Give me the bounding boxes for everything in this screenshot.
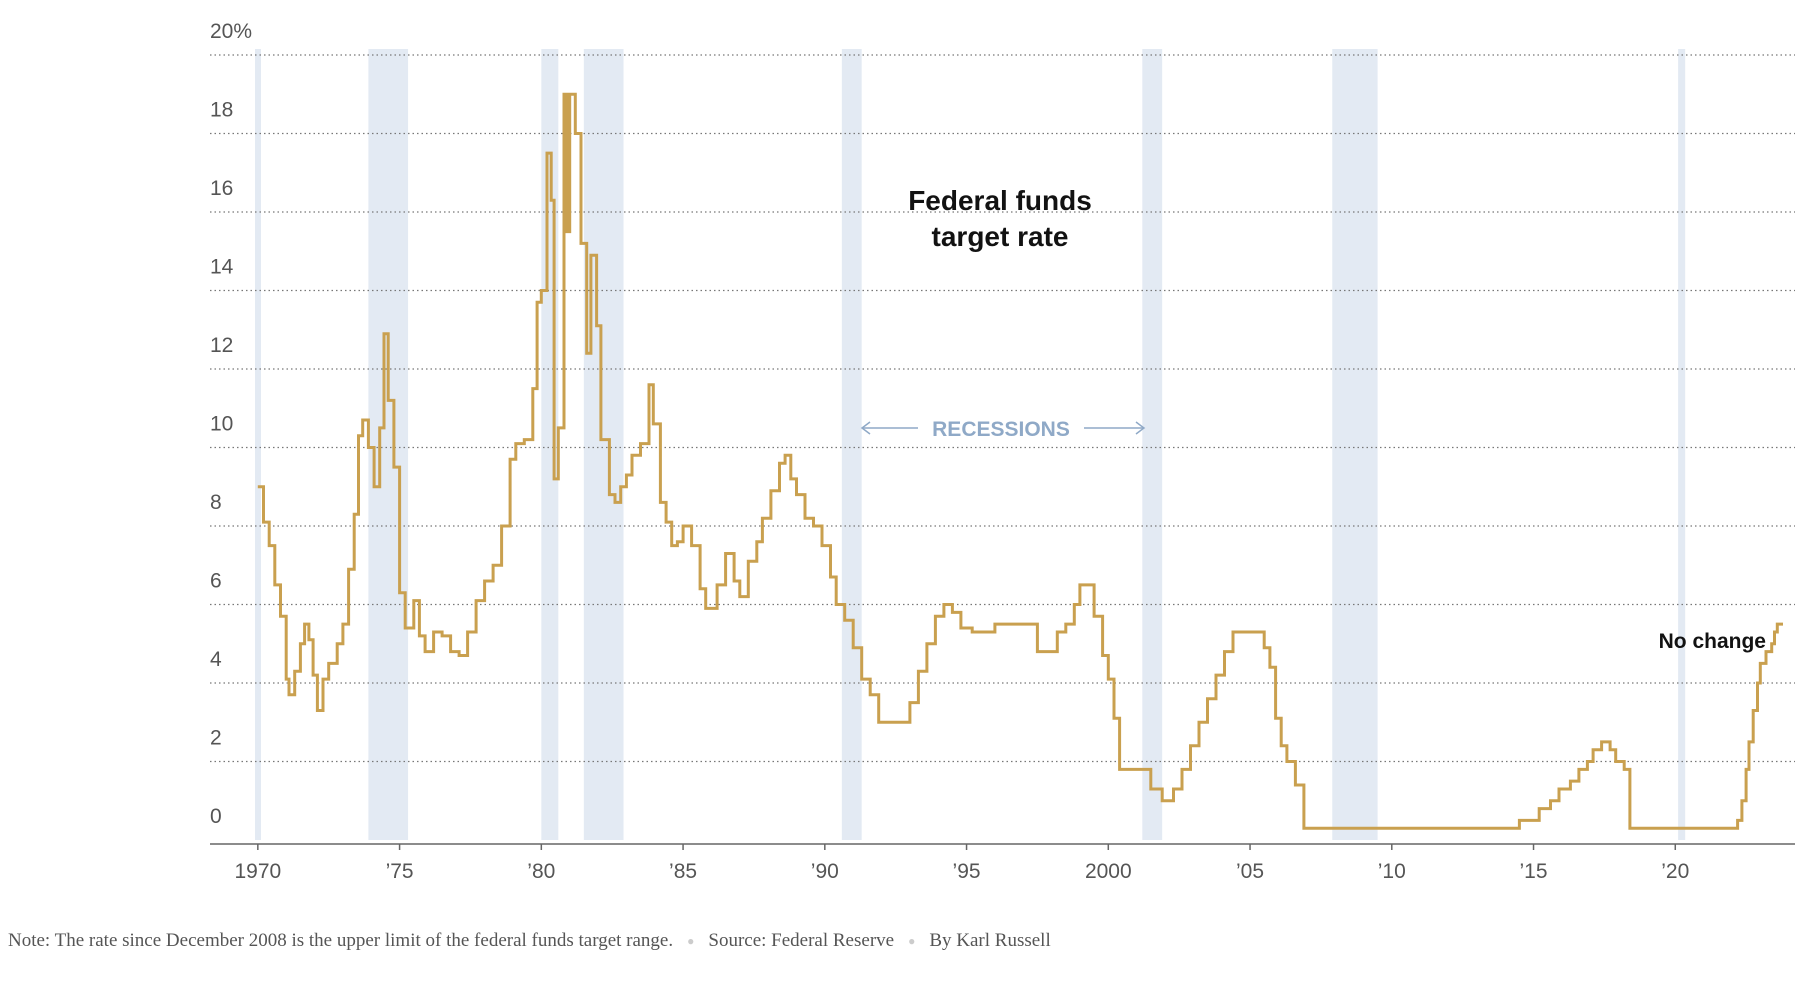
recessions-arrowhead-left (860, 421, 871, 435)
y-tick-label: 16 (210, 177, 233, 200)
recessions-annotation: RECESSIONS (860, 418, 1146, 441)
recession-band (1678, 49, 1686, 840)
y-tick-label: 10 (210, 413, 233, 436)
x-tick-label: ’10 (1378, 860, 1406, 883)
recession-band (583, 49, 624, 840)
y-tick-label: 20% (210, 20, 252, 43)
y-tick-label: 12 (210, 334, 233, 357)
series-line-federal-funds-rate (257, 92, 1783, 830)
recession-band (368, 49, 409, 840)
recession-band (255, 49, 261, 840)
chart-title-line-1: Federal funds (908, 185, 1092, 216)
recession-band (841, 49, 862, 840)
footer-note: Note: The rate since December 2008 is th… (8, 930, 674, 951)
x-tick-label: 1970 (234, 860, 281, 883)
recession-band (1142, 49, 1163, 840)
footer-separator-dot: ● (687, 934, 695, 949)
x-tick-label: ’05 (1236, 860, 1264, 883)
x-tick-label: ’75 (386, 860, 414, 883)
x-tick-label: ’15 (1520, 860, 1548, 883)
footer-source: Source: Federal Reserve (708, 930, 895, 951)
x-tick-label: ’90 (811, 860, 839, 883)
chart-footer: Note: The rate since December 2008 is th… (8, 930, 1051, 952)
x-tick-label: ’95 (953, 860, 981, 883)
x-tick-label: ’20 (1661, 860, 1689, 883)
x-tick-label: 2000 (1085, 860, 1132, 883)
gridlines (210, 54, 1795, 763)
x-tick-label: ’80 (527, 860, 555, 883)
x-tick-label: ’85 (669, 860, 697, 883)
y-tick-label: 14 (210, 256, 234, 279)
y-tick-label: 6 (210, 570, 222, 593)
chart-title-line-2: target rate (932, 221, 1069, 252)
footer-separator-dot: ● (908, 934, 916, 949)
footer-byline: By Karl Russell (929, 930, 1051, 951)
x-axis-ticks: 1970 ’75 ’80 ’85 ’90 ’95 2000 ’05 ’10 ’15 ’20 (234, 844, 1689, 883)
recession-bands (255, 49, 1686, 840)
recession-band (1332, 49, 1378, 840)
y-tick-label: 2 (210, 727, 222, 750)
recessions-label: RECESSIONS (932, 418, 1070, 441)
end-annotation-no-change: No change (1659, 630, 1766, 653)
y-tick-label: 18 (210, 99, 233, 122)
y-tick-label: 0 (210, 805, 222, 828)
y-tick-label: 4 (210, 648, 222, 671)
y-tick-label: 8 (210, 491, 222, 514)
y-axis-tick-labels: 0 2 4 6 8 10 12 14 16 18 20% (210, 20, 252, 828)
recessions-arrowhead-right (1135, 421, 1146, 435)
